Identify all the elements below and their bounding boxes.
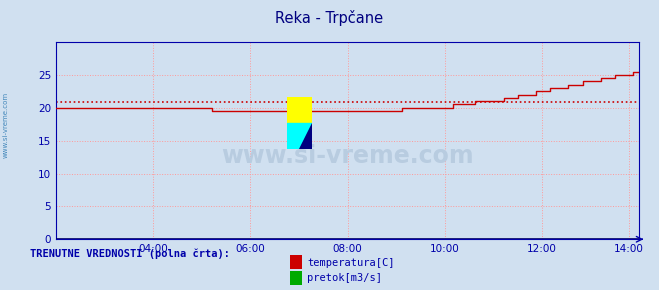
Text: Reka - Trpčane: Reka - Trpčane — [275, 10, 384, 26]
Text: temperatura[C]: temperatura[C] — [307, 258, 395, 268]
Text: pretok[m3/s]: pretok[m3/s] — [307, 273, 382, 283]
Text: TRENUTNE VREDNOSTI (polna črta):: TRENUTNE VREDNOSTI (polna črta): — [30, 248, 229, 259]
Polygon shape — [287, 97, 312, 123]
Polygon shape — [287, 123, 312, 149]
Text: www.si-vreme.com: www.si-vreme.com — [2, 92, 9, 158]
Polygon shape — [299, 123, 312, 149]
Text: www.si-vreme.com: www.si-vreme.com — [221, 144, 474, 168]
